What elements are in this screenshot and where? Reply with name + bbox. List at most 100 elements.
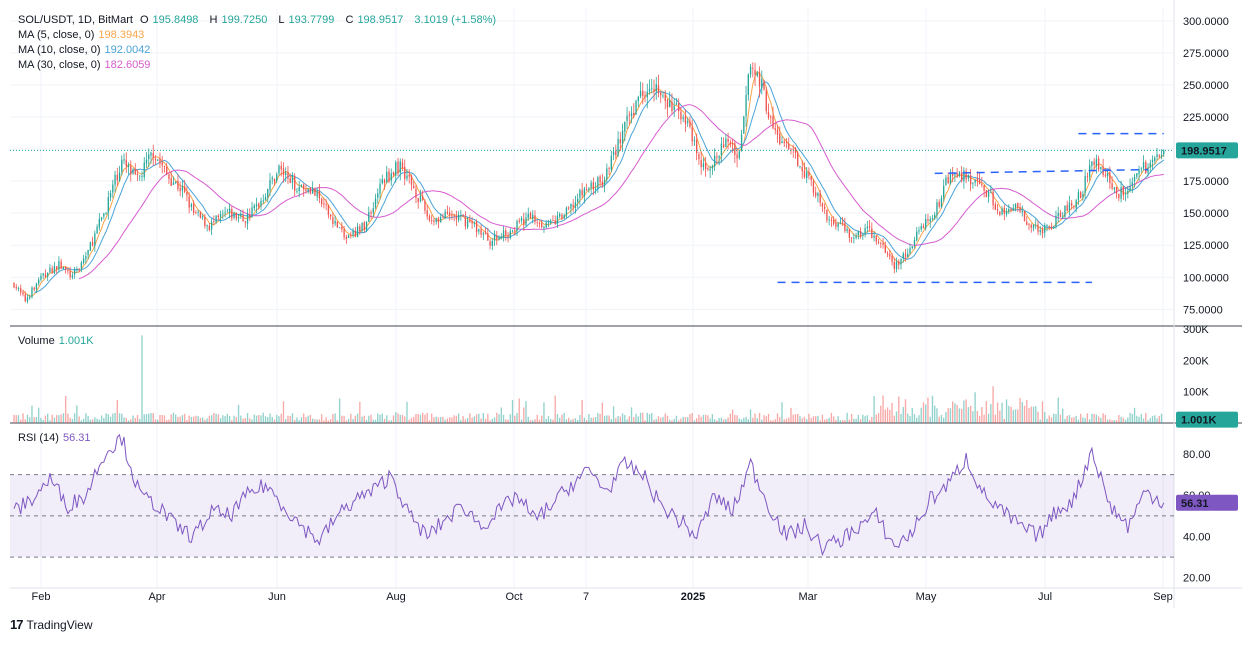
volume-bar: [992, 386, 994, 423]
candle-body: [424, 200, 426, 211]
candle-body: [902, 253, 904, 259]
volume-bar: [179, 416, 181, 423]
volume-bar: [808, 413, 810, 423]
volume-bar: [525, 401, 527, 423]
ma30-legend[interactable]: MA (30, close, 0) 182.6059: [18, 58, 154, 73]
candle-body: [179, 188, 181, 192]
volume-bar: [413, 416, 415, 423]
candle-body: [781, 141, 783, 143]
candle-body: [51, 268, 53, 273]
volume-bar: [428, 420, 431, 423]
candle-body: [828, 219, 830, 221]
candle-body: [1008, 209, 1010, 212]
volume-bar: [709, 418, 711, 423]
candle-body: [1064, 205, 1066, 217]
ma5-legend[interactable]: MA (5, close, 0) 198.3943: [18, 28, 148, 43]
volume-bar: [91, 419, 94, 423]
volume-bar: [538, 419, 541, 423]
volume-bar: [1102, 413, 1104, 423]
candle-body: [960, 172, 963, 181]
candle-body: [543, 226, 545, 228]
candle-body: [334, 220, 336, 224]
volume-bar: [431, 413, 433, 423]
volume-bar: [644, 420, 646, 423]
candle-body: [1035, 224, 1037, 226]
volume-bar: [704, 414, 707, 423]
time-tick-label: Aug: [386, 591, 406, 603]
candle-body: [85, 255, 87, 260]
volume-bar: [904, 399, 907, 423]
volume-legend[interactable]: Volume 1.001K: [18, 334, 98, 349]
ma10-legend[interactable]: MA (10, close, 0) 192.0042: [18, 43, 154, 58]
candle-body: [100, 217, 103, 220]
candle-body: [462, 214, 464, 217]
volume-bar: [682, 416, 684, 423]
candle-body: [520, 218, 523, 221]
volume-bar: [1140, 414, 1142, 423]
candle-body: [958, 172, 961, 176]
volume-bar: [554, 395, 556, 423]
candle-body: [168, 174, 170, 179]
volume-bar: [190, 416, 193, 423]
volume-bar: [994, 414, 997, 423]
symbol-legend[interactable]: SOL/USDT, 1D, BitMart O 195.8498 H 199.725…: [18, 13, 500, 28]
volume-bar: [406, 401, 408, 423]
volume-bar: [958, 408, 961, 423]
candle-body: [199, 212, 202, 218]
volume-bar: [1005, 399, 1008, 423]
candle-body: [1028, 224, 1030, 226]
volume-bar: [736, 415, 738, 423]
volume-bar: [1046, 418, 1048, 423]
volume-bar: [675, 415, 678, 423]
volume-bar: [576, 420, 579, 423]
volume-bar: [772, 420, 774, 423]
candle-body: [201, 216, 204, 218]
volume-bar: [249, 418, 251, 423]
volume-bar: [134, 417, 136, 423]
volume-bar: [222, 415, 224, 423]
candle-body: [446, 211, 449, 214]
volume-bar: [621, 413, 624, 423]
candle-body: [1003, 207, 1005, 214]
volume-bar: [633, 416, 635, 423]
volume-bar: [168, 419, 170, 423]
volume-bar: [835, 419, 837, 423]
volume-bar: [246, 413, 249, 423]
volume-bar: [855, 418, 857, 423]
volume-bar: [592, 417, 595, 423]
candle-body: [1127, 190, 1129, 194]
tradingview-logo[interactable]: 17 TradingView: [10, 617, 93, 632]
volume-bar: [240, 415, 242, 423]
rsi-legend[interactable]: RSI (14) 56.31: [18, 431, 95, 446]
candle-body: [1129, 185, 1131, 191]
volume-bar: [251, 419, 253, 423]
candle-body: [1158, 155, 1160, 157]
volume-bar: [1111, 420, 1113, 423]
candle-body: [523, 219, 525, 226]
candle-body: [749, 66, 752, 75]
candle-body: [956, 173, 958, 177]
candle-body: [630, 112, 633, 117]
candle-body: [698, 154, 700, 160]
volume-bar: [204, 419, 206, 423]
volume-bar: [303, 413, 305, 423]
volume-bar: [653, 419, 655, 423]
candle-body: [848, 229, 851, 238]
candle-body: [451, 215, 453, 217]
volume-bar: [40, 417, 42, 423]
last-rsi-tag: 56.31: [1181, 498, 1209, 510]
rsi-overbought-oversold-band: [10, 474, 1174, 558]
volume-bar: [511, 399, 514, 423]
candle-body: [309, 187, 312, 194]
volume-bar: [206, 418, 208, 423]
candle-body: [1120, 187, 1122, 199]
candle-body: [435, 218, 437, 223]
volume-bar: [891, 402, 893, 423]
volume-bar: [482, 412, 485, 423]
candle-body: [103, 213, 105, 217]
volume-bar: [217, 414, 220, 423]
candle-body: [1084, 176, 1086, 193]
candle-body: [817, 193, 819, 197]
candle-body: [183, 186, 186, 193]
